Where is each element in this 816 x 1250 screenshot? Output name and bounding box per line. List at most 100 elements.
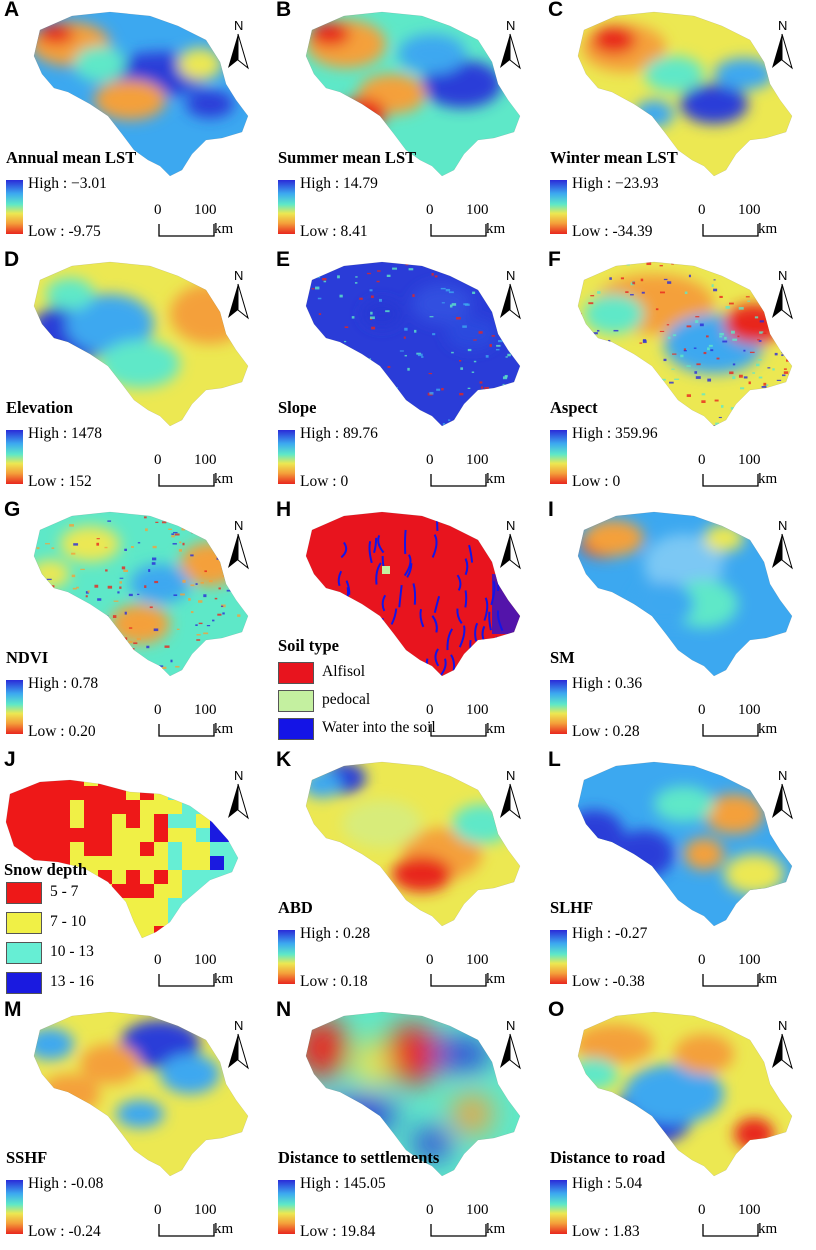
north-arrow: N bbox=[770, 1018, 804, 1076]
panel-letter: J bbox=[4, 748, 16, 771]
legend-low-label: Low : -34.39 bbox=[572, 223, 653, 240]
legend-low-label: Low : 0.20 bbox=[28, 723, 96, 740]
map-f bbox=[577, 261, 793, 427]
north-arrow-icon bbox=[772, 283, 793, 320]
legend-high-label: High : 0.36 bbox=[572, 675, 643, 692]
map-c bbox=[577, 11, 793, 177]
scale-bar-line bbox=[158, 474, 215, 487]
north-label: N bbox=[506, 18, 516, 33]
north-arrow-icon bbox=[772, 533, 793, 570]
map-title: SSHF bbox=[6, 1148, 48, 1167]
scale-zero-label: 0 bbox=[426, 1202, 434, 1218]
legend-label: Water into the soil bbox=[322, 719, 436, 736]
scale-bar-line bbox=[702, 724, 759, 737]
north-arrow: N bbox=[770, 768, 804, 826]
north-label: N bbox=[506, 518, 516, 533]
scale-bar-line bbox=[430, 224, 487, 237]
scale-bar-line bbox=[158, 1224, 215, 1237]
legend-high-label: High : 14.79 bbox=[300, 175, 378, 192]
scale-distance-label: 100 bbox=[194, 952, 217, 968]
legend-label: pedocal bbox=[322, 691, 371, 708]
scale-distance-label: 100 bbox=[466, 202, 489, 218]
panel-letter: N bbox=[276, 998, 292, 1021]
north-arrow-icon bbox=[500, 1033, 521, 1070]
north-arrow-icon bbox=[772, 33, 793, 70]
color-ramp bbox=[278, 430, 295, 484]
legend-high-label: High : -0.27 bbox=[572, 925, 648, 942]
scale-bar-line bbox=[430, 1224, 487, 1237]
north-arrow: N bbox=[498, 268, 532, 326]
legend-low-label: Low : 0.18 bbox=[300, 973, 368, 990]
scale-bar-line bbox=[430, 474, 487, 487]
north-label: N bbox=[234, 18, 244, 33]
north-arrow: N bbox=[770, 268, 804, 326]
panel-letter: G bbox=[4, 498, 21, 521]
scale-bar: 0 100 km bbox=[698, 702, 808, 742]
panel-b: B Summer mean LST High : 14.79 Low : 8.41 N 0… bbox=[272, 0, 544, 246]
panel-l: L SLHF High : -0.27 Low : -0.38 N 0 100 km bbox=[544, 748, 816, 996]
scale-unit-label: km bbox=[214, 971, 234, 987]
scale-distance-label: 100 bbox=[194, 1202, 217, 1218]
scale-unit-label: km bbox=[758, 1221, 778, 1237]
scale-bar-line bbox=[430, 974, 487, 987]
panel-letter: D bbox=[4, 248, 20, 271]
north-arrow: N bbox=[226, 768, 260, 826]
color-ramp bbox=[6, 1180, 23, 1234]
map-title: ABD bbox=[278, 898, 313, 917]
north-label: N bbox=[234, 1018, 244, 1033]
north-arrow-icon bbox=[772, 783, 793, 820]
legend-label: 7 - 10 bbox=[50, 913, 87, 930]
legend-swatch bbox=[278, 718, 314, 740]
legend-low-label: Low : -0.24 bbox=[28, 1223, 101, 1240]
scale-unit-label: km bbox=[214, 221, 234, 237]
north-arrow-icon bbox=[228, 283, 249, 320]
scale-unit-label: km bbox=[758, 221, 778, 237]
panel-letter: E bbox=[276, 248, 291, 271]
north-arrow: N bbox=[226, 1018, 260, 1076]
north-arrow-icon bbox=[228, 783, 249, 820]
map-d bbox=[33, 261, 249, 427]
scale-bar: 0 100 km bbox=[698, 452, 808, 492]
scale-unit-label: km bbox=[758, 971, 778, 987]
legend-swatch bbox=[278, 690, 314, 712]
scale-bar: 0 100 km bbox=[426, 702, 536, 742]
north-label: N bbox=[506, 268, 516, 283]
legend-label: Alfisol bbox=[322, 663, 366, 680]
north-label: N bbox=[234, 768, 244, 783]
color-ramp bbox=[550, 680, 567, 734]
map-l bbox=[577, 761, 793, 927]
legend-high-label: High : 145.05 bbox=[300, 1175, 386, 1192]
panel-f: F Aspect High : 359.96 Low : 0 N 0 100 km bbox=[544, 248, 816, 496]
north-arrow-icon bbox=[228, 1033, 249, 1070]
north-arrow-icon bbox=[228, 33, 249, 70]
scale-bar-line bbox=[702, 1224, 759, 1237]
panel-e: E Slope High : 89.76 Low : 0 N 0 100 km bbox=[272, 248, 544, 496]
map-o bbox=[577, 1011, 793, 1177]
scale-unit-label: km bbox=[214, 1221, 234, 1237]
panel-letter: I bbox=[548, 498, 554, 521]
scale-zero-label: 0 bbox=[698, 452, 706, 468]
panel-letter: B bbox=[276, 0, 292, 21]
scale-bar-line bbox=[430, 724, 487, 737]
legend-swatch bbox=[6, 882, 42, 904]
legend-low-label: Low : 0.28 bbox=[572, 723, 640, 740]
scale-bar: 0 100 km bbox=[154, 702, 264, 742]
panel-g: G NDVI High : 0.78 Low : 0.20 N 0 100 km bbox=[0, 498, 272, 746]
panel-letter: L bbox=[548, 748, 561, 771]
scale-unit-label: km bbox=[758, 721, 778, 737]
map-b bbox=[305, 11, 521, 177]
color-ramp bbox=[278, 1180, 295, 1234]
color-ramp bbox=[550, 1180, 567, 1234]
north-arrow: N bbox=[226, 18, 260, 76]
legend-high-label: High : 89.76 bbox=[300, 425, 378, 442]
scale-zero-label: 0 bbox=[426, 452, 434, 468]
north-arrow: N bbox=[498, 768, 532, 826]
north-arrow-icon bbox=[772, 1033, 793, 1070]
panel-m: M SSHF High : -0.08 Low : -0.24 N 0 100 km bbox=[0, 998, 272, 1246]
scale-unit-label: km bbox=[486, 971, 506, 987]
legend-low-label: Low : 152 bbox=[28, 473, 92, 490]
scale-bar: 0 100 km bbox=[154, 452, 264, 492]
scale-unit-label: km bbox=[486, 721, 506, 737]
legend-swatch bbox=[6, 912, 42, 934]
scale-zero-label: 0 bbox=[698, 952, 706, 968]
